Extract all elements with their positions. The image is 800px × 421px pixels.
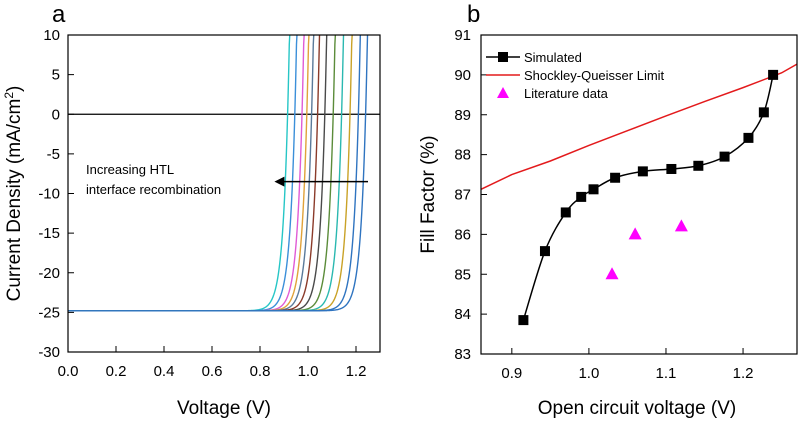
panel-a-y-tick-label: -5 (47, 146, 60, 163)
panel-b-plot-area (480, 63, 798, 326)
panel-b-y-tick-label: 89 (454, 107, 471, 124)
panel-a-y-tick-label: -20 (38, 265, 60, 282)
panel-a-y-axis: -30 -25 -20 -15 -10 -5 0 5 10 (38, 27, 74, 361)
panel-a-y-axis-title-main: Current Density (mA/cm (4, 99, 25, 302)
panel-b-x-tick-label: 1.0 (578, 365, 599, 382)
panel-b-legend: Simulated Shockley-Queisser Limit Litera… (486, 50, 665, 101)
panel-a-x-tick-label: 0.8 (250, 363, 271, 380)
panel-a-x-tick-label: 0.4 (154, 363, 175, 380)
panel-a-x-axis-title: Voltage (V) (177, 398, 271, 419)
panel-b-y-axis: 83 84 85 86 87 88 89 90 91 (454, 27, 487, 363)
sq-limit-line (480, 63, 798, 190)
simulated-point (588, 184, 599, 195)
panel-a-y-tick-label: 0 (52, 106, 60, 123)
panel-b-x-tick-label: 0.9 (501, 365, 522, 382)
simulated-point (693, 160, 704, 171)
panel-a-y-tick-label: -30 (38, 344, 60, 361)
panel-a-x-tick-label: 0.0 (58, 363, 79, 380)
jv-curve-12 (68, 34, 369, 312)
simulated-point (637, 166, 648, 177)
simulated-point (719, 151, 730, 162)
legend-simulated-label: Simulated (524, 50, 582, 65)
panel-a: a 0.0 0.2 0.4 0.6 0.8 1.0 1.2 -30-25-20-15-10-… (2, 1, 381, 419)
panel-a-y-axis-title: Current Density (mA/cm2) (2, 86, 25, 302)
panel-b-y-tick-label: 84 (454, 306, 471, 323)
panel-a-annotation: Increasing HTL interface recombination (86, 162, 368, 197)
panel-a-x-tick-label: 0.2 (106, 363, 127, 380)
panel-b-y-tick-label: 85 (454, 266, 471, 283)
panel-b-x-tick-label: 1.1 (656, 365, 677, 382)
simulated-point (768, 69, 779, 80)
panel-a-x-axis: 0.0 0.2 0.4 0.6 0.8 1.0 1.2 (58, 346, 367, 380)
panel-a-y-tick-label: 10 (43, 27, 60, 44)
annotation-line-1: Increasing HTL (86, 162, 174, 177)
panel-a-y-tick-label: 5 (52, 67, 60, 84)
panel-a-y-tick-label: -15 (38, 225, 60, 242)
panel-a-y-axis-title-tail: ) (4, 86, 25, 92)
simulated-point (758, 107, 769, 118)
panel-a-y-tick-label: -10 (38, 186, 60, 203)
panel-a-y-tick-label: -25 (38, 304, 60, 321)
panel-b-y-tick-label: 91 (454, 27, 471, 44)
panel-a-x-tick-label: 1.0 (298, 363, 319, 380)
panel-a-plot-area (68, 34, 380, 312)
legend-literature-marker (497, 87, 509, 98)
literature-point (674, 219, 688, 232)
simulated-line (522, 74, 774, 321)
simulated-point (518, 315, 529, 326)
panel-b-x-axis-title: Open circuit voltage (V) (538, 398, 737, 419)
panel-a-x-tick-label: 0.6 (202, 363, 223, 380)
simulated-point (539, 246, 550, 257)
annotation-line-2: interface recombination (86, 182, 221, 197)
panel-b-y-axis-title: Fill Factor (%) (418, 135, 439, 253)
simulated-point (560, 207, 571, 218)
legend-simulated-marker (498, 52, 508, 62)
panel-b-y-tick-label: 86 (454, 226, 471, 243)
panel-b-x-tick-label: 1.2 (733, 365, 754, 382)
panel-b-y-tick-label: 87 (454, 187, 471, 204)
panel-b-y-tick-label: 90 (454, 67, 471, 84)
legend-literature-label: Literature data (524, 86, 609, 101)
simulated-point (576, 191, 587, 202)
legend-sq-label: Shockley-Queisser Limit (524, 68, 665, 83)
panel-b: b 0.9 1.0 1.1 1.2 83 84 85 86 87 88 89 90 91 Open c… (418, 1, 798, 419)
simulated-point (743, 132, 754, 143)
literature-point (605, 267, 619, 280)
panel-b-label: b (467, 1, 480, 28)
panel-b-x-axis: 0.9 1.0 1.1 1.2 (501, 348, 753, 382)
simulated-point (610, 172, 621, 183)
panel-a-label: a (52, 1, 66, 28)
literature-point (628, 227, 642, 240)
panel-b-y-tick-label: 83 (454, 346, 471, 363)
panel-a-y-axis-title-sup: 2 (2, 92, 16, 99)
simulated-point (666, 163, 677, 174)
panel-b-y-tick-label: 88 (454, 147, 471, 164)
panel-a-x-tick-label: 1.2 (346, 363, 367, 380)
annotation-arrow-head (274, 176, 285, 187)
